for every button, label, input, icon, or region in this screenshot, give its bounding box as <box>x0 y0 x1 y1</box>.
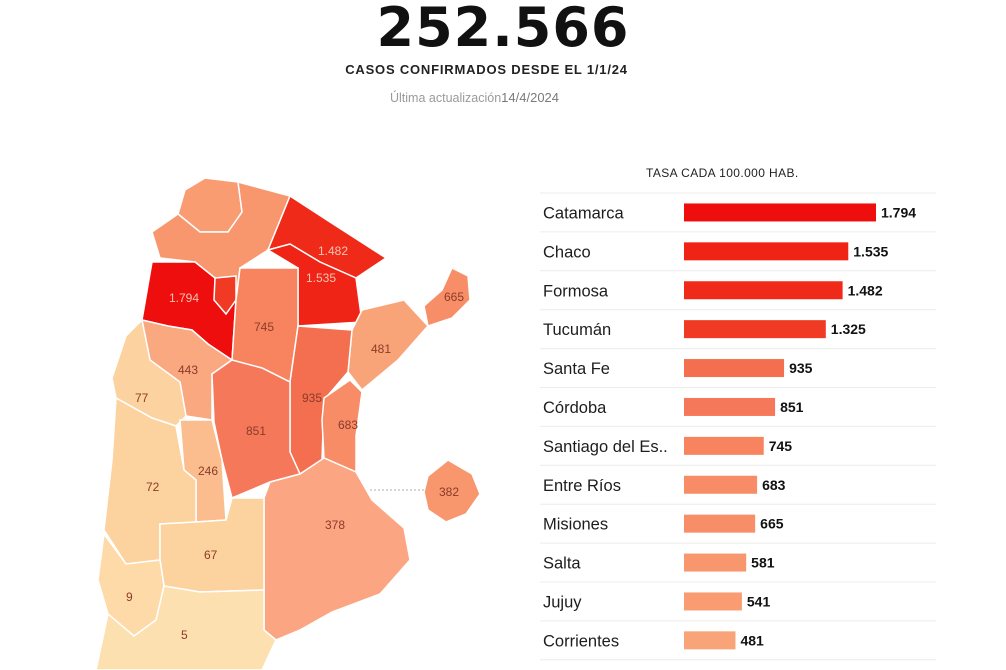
bar <box>684 242 849 261</box>
bar-value-label: 1.535 <box>853 243 888 259</box>
map-label-la-pampa: 67 <box>204 548 218 562</box>
bar <box>684 592 742 611</box>
bar-rows: Catamarca 1.794 Chaco 1.535 Formosa 1.482 Tucu… <box>540 192 936 661</box>
last-update-value: 14/4/2024 <box>501 90 560 105</box>
total-cases: 252.566 <box>376 0 630 59</box>
bar-category-label: Jujuy <box>543 593 582 611</box>
province-entre-rios[interactable] <box>321 379 363 474</box>
bar <box>684 203 876 222</box>
bar-category-label: Corrientes <box>543 632 619 650</box>
map-label-cordoba: 851 <box>246 424 266 438</box>
bar-value-label: 1.325 <box>831 321 866 337</box>
bar-category-label: Tucumán <box>543 321 611 339</box>
map-label-rio-negro: 5 <box>181 628 188 642</box>
argentina-province-map: 1.794 1.482 1.535 665 745 481 443 77 935… <box>95 177 481 670</box>
map-label-san-luis: 246 <box>198 464 218 478</box>
bar <box>684 436 764 455</box>
bar-value-label: 935 <box>789 360 813 376</box>
bar-category-label: Santiago del Es.. <box>543 438 668 456</box>
bar <box>684 631 736 650</box>
map-label-catamarca: 1.794 <box>169 291 199 305</box>
bar-value-label: 683 <box>762 477 786 493</box>
bar <box>684 281 843 300</box>
bar-value-label: 1.794 <box>881 204 916 220</box>
bar-category-label: Chaco <box>543 243 591 261</box>
map-label-la-rioja: 443 <box>178 363 198 377</box>
bar-value-label: 665 <box>760 516 784 532</box>
map-label-corrientes: 481 <box>371 342 391 356</box>
province-misiones[interactable] <box>423 266 471 327</box>
bar <box>684 553 747 572</box>
bar-value-label: 541 <box>747 593 771 609</box>
bar-value-label: 745 <box>769 438 793 454</box>
bar <box>684 320 826 339</box>
bar <box>684 514 756 533</box>
bar-value-label: 581 <box>751 555 775 571</box>
bar-category-label: Formosa <box>543 282 609 300</box>
bar-category-label: Santa Fe <box>543 360 610 378</box>
map-label-buenos-aires: 378 <box>325 518 345 532</box>
province-tucuman[interactable] <box>213 275 237 316</box>
bar-chart-title: TASA CADA 100.000 HAB. <box>646 166 799 180</box>
map-label-mendoza: 72 <box>146 480 160 494</box>
cases-subtitle: CASOS CONFIRMADOS DESDE EL 1/1/24 <box>345 62 628 77</box>
last-update-label: Última actualización <box>390 91 502 105</box>
bar-category-label: Salta <box>543 555 581 573</box>
bar <box>684 359 785 378</box>
bar <box>684 397 776 416</box>
map-label-neuquen: 9 <box>126 590 133 604</box>
map-label-uruguay: 382 <box>439 485 459 499</box>
map-label-san-juan: 77 <box>135 391 149 405</box>
map-label-chaco: 1.535 <box>306 271 336 285</box>
map-label-misiones: 665 <box>444 290 464 304</box>
map-label-santa-fe: 935 <box>302 391 322 405</box>
map-label-santiago: 745 <box>254 320 274 334</box>
last-update: Última actualización14/4/2024 <box>390 90 559 105</box>
bar-category-label: Misiones <box>543 516 608 534</box>
bar-value-label: 851 <box>780 399 804 415</box>
bar-value-label: 1.482 <box>848 282 883 298</box>
bar-value-label: 481 <box>740 632 764 648</box>
uruguay-shape <box>423 459 481 523</box>
bar-category-label: Catamarca <box>543 204 625 222</box>
bar <box>684 475 758 494</box>
bar-category-label: Córdoba <box>543 399 607 417</box>
map-label-formosa: 1.482 <box>318 244 348 258</box>
province-rio-negro[interactable] <box>95 585 277 670</box>
bar-category-label: Entre Ríos <box>543 477 621 495</box>
map-label-entre-rios: 683 <box>338 418 358 432</box>
